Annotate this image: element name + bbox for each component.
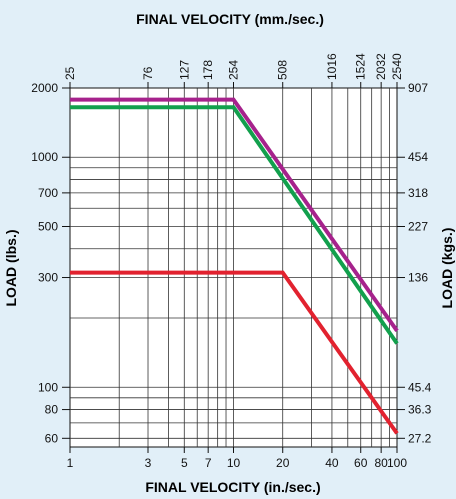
series-lines bbox=[70, 97, 399, 435]
top-tick-label: 2032 bbox=[374, 53, 388, 80]
y-tick-label-right: 907 bbox=[408, 81, 428, 95]
y-tick-label-left: 80 bbox=[45, 403, 59, 417]
y-tick-label-left: 2000 bbox=[31, 81, 58, 95]
top-axis-title: FINAL VELOCITY (mm./sec.) bbox=[136, 11, 324, 27]
x-tick-label: 3 bbox=[145, 456, 152, 470]
y-tick-label-left: 700 bbox=[38, 186, 58, 200]
y-tick-label-right: 136 bbox=[408, 271, 428, 285]
grid-lines bbox=[70, 88, 397, 447]
series-line-1 bbox=[70, 97, 399, 332]
y-tick-label-right: 318 bbox=[408, 186, 428, 200]
x-tick-label: 7 bbox=[205, 456, 212, 470]
top-tick-label: 254 bbox=[227, 60, 241, 80]
top-tick-label: 1524 bbox=[354, 53, 368, 80]
x-tick-label: 80 bbox=[374, 456, 388, 470]
y-tick-label-left: 100 bbox=[38, 380, 58, 394]
top-tick-label: 76 bbox=[141, 66, 155, 80]
y-tick-label-right: 45.4 bbox=[408, 380, 432, 394]
x-tick-label: 1 bbox=[67, 456, 74, 470]
top-tick-label: 1016 bbox=[325, 53, 339, 80]
y-tick-label-right: 227 bbox=[408, 219, 428, 233]
top-tick-label: 178 bbox=[201, 60, 215, 80]
x-tick-label: 40 bbox=[325, 456, 339, 470]
series-line-3 bbox=[70, 270, 399, 435]
y-axis-title-right: LOAD (kgs.) bbox=[439, 228, 455, 309]
top-tick-label: 127 bbox=[177, 60, 191, 80]
series-line-2 bbox=[70, 105, 399, 345]
y-tick-label-left: 500 bbox=[38, 219, 58, 233]
x-tick-label: 100 bbox=[387, 456, 407, 470]
y-axis-title-left: LOAD (lbs.) bbox=[3, 230, 19, 307]
x-tick-label: 60 bbox=[354, 456, 368, 470]
y-tick-label-left: 1000 bbox=[31, 150, 58, 164]
y-tick-label-right: 36.3 bbox=[408, 403, 432, 417]
top-tick-label: 508 bbox=[276, 60, 290, 80]
y-tick-label-left: 300 bbox=[38, 271, 58, 285]
x-tick-label: 10 bbox=[227, 456, 241, 470]
x-axis-title: FINAL VELOCITY (in./sec.) bbox=[145, 479, 320, 495]
y-tick-label-right: 454 bbox=[408, 150, 428, 164]
top-tick-label: 2540 bbox=[390, 53, 404, 80]
x-tick-label: 20 bbox=[276, 456, 290, 470]
top-tick-label: 25 bbox=[63, 66, 77, 80]
y-tick-label-left: 60 bbox=[45, 431, 59, 445]
y-tick-label-right: 27.2 bbox=[408, 431, 432, 445]
x-tick-label: 5 bbox=[181, 456, 188, 470]
